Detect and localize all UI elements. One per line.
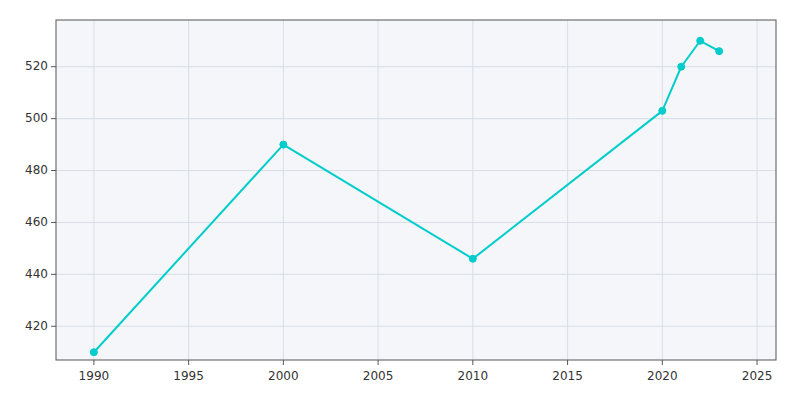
point — [678, 63, 685, 70]
x-tick — [662, 360, 663, 365]
chart: 420 440 460 480 500 520 1990 1995 2000 2005 2010 20… — [0, 0, 800, 400]
x-tick — [472, 360, 473, 365]
x-grid-line — [378, 20, 379, 360]
x-tick-label: 2000 — [268, 369, 299, 383]
axes: 420 440 460 480 500 520 1990 1995 2000 2005 2010 20… — [25, 20, 776, 383]
point — [469, 255, 476, 262]
point — [280, 141, 287, 148]
y-tick-label: 500 — [25, 111, 48, 125]
x-tick-label: 2020 — [647, 369, 678, 383]
x-grid-line — [757, 20, 758, 360]
y-tick — [51, 66, 56, 67]
x-grid-line — [472, 20, 473, 360]
y-tick-label: 460 — [25, 215, 48, 229]
grid — [56, 20, 776, 360]
x-tick-label: 2005 — [363, 369, 394, 383]
x-tick-label: 2025 — [742, 369, 773, 383]
x-tick — [757, 360, 758, 365]
line — [94, 41, 719, 352]
y-grid-line — [56, 222, 776, 223]
y-tick — [51, 274, 56, 275]
y-tick — [51, 170, 56, 171]
point — [659, 107, 666, 114]
x-tick — [567, 360, 568, 365]
x-grid-line — [567, 20, 568, 360]
x-grid-line — [662, 20, 663, 360]
x-tick — [378, 360, 379, 365]
y-tick-label: 520 — [25, 59, 48, 73]
x-tick-label: 1990 — [79, 369, 110, 383]
y-tick — [51, 326, 56, 327]
point — [697, 37, 704, 44]
x-grid-line — [93, 20, 94, 360]
plot-background — [56, 20, 776, 360]
y-tick-label: 420 — [25, 319, 48, 333]
point — [90, 349, 97, 356]
y-tick-label: 440 — [25, 267, 48, 281]
x-grid-line — [283, 20, 284, 360]
x-grid-line — [188, 20, 189, 360]
series — [90, 37, 722, 355]
x-tick — [283, 360, 284, 365]
y-grid-line — [56, 66, 776, 67]
x-tick-label: 2015 — [552, 369, 583, 383]
y-grid-line — [56, 118, 776, 119]
y-grid-line — [56, 170, 776, 171]
y-tick-label: 480 — [25, 163, 48, 177]
x-tick — [188, 360, 189, 365]
x-tick-label: 2010 — [458, 369, 489, 383]
point — [716, 48, 723, 55]
y-grid-line — [56, 326, 776, 327]
chart-container: 420 440 460 480 500 520 1990 1995 2000 2005 2010 20… — [0, 0, 800, 400]
x-tick — [93, 360, 94, 365]
y-tick — [51, 222, 56, 223]
x-tick-label: 1995 — [173, 369, 204, 383]
plot-frame — [56, 20, 776, 360]
y-tick — [51, 118, 56, 119]
